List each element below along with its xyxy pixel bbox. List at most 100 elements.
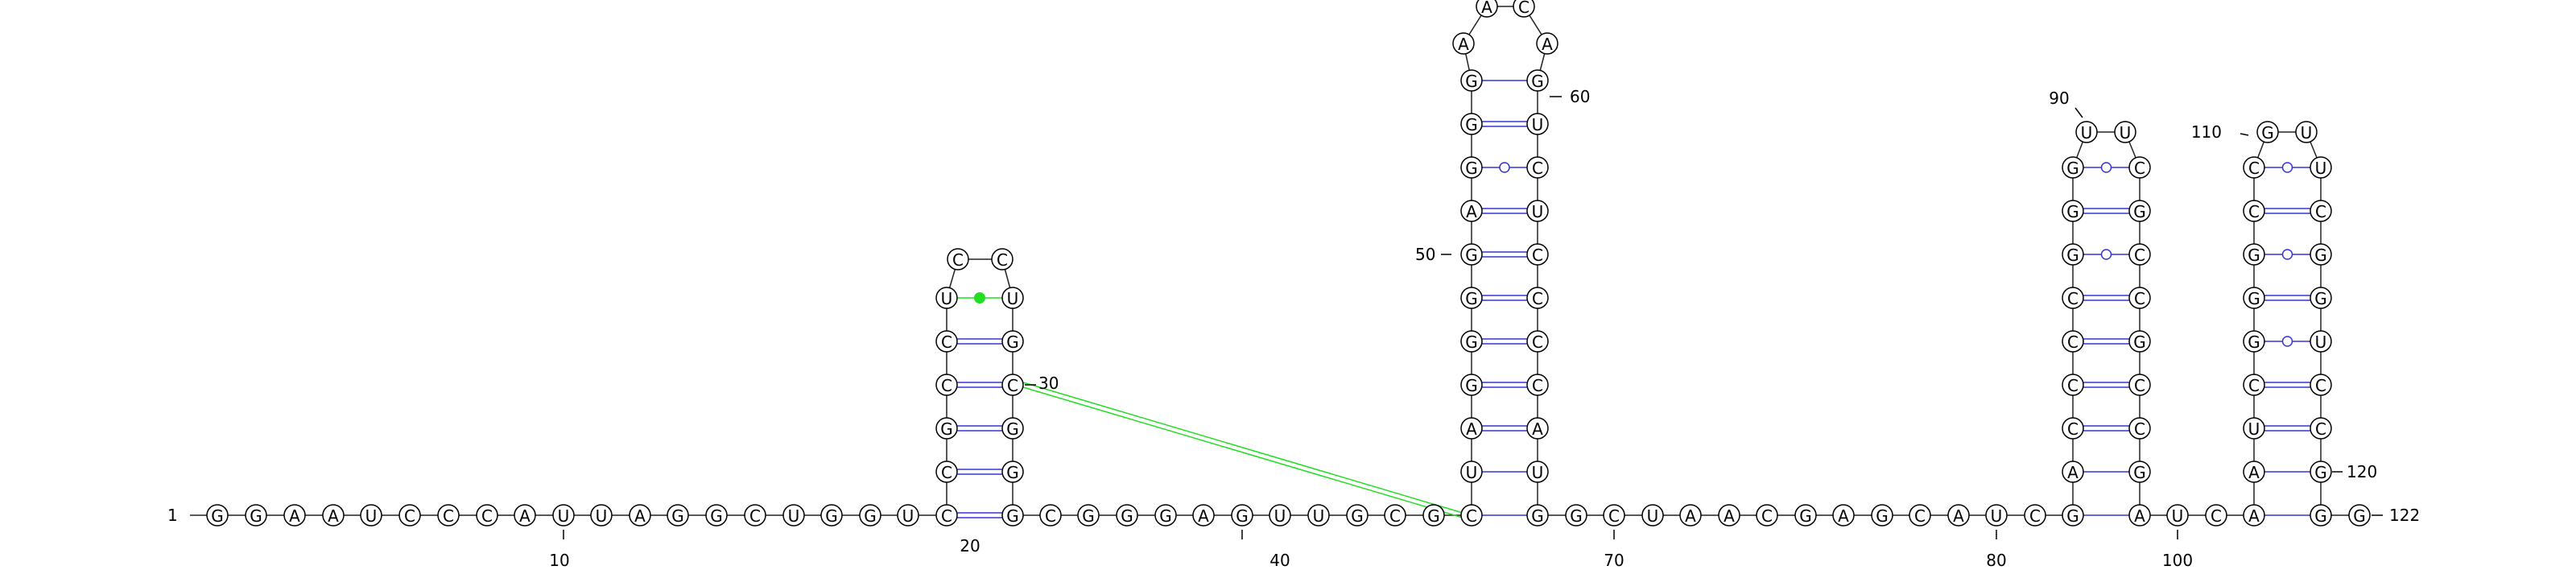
nucleotide: C (2128, 417, 2151, 440)
nucleotide: G (1460, 243, 1483, 266)
nucleotide: U (1307, 504, 1330, 527)
svg-text:C: C (941, 463, 952, 482)
svg-text:G: G (2261, 123, 2274, 142)
svg-text:G: G (1006, 506, 1019, 526)
svg-text:U: U (2315, 332, 2327, 352)
svg-text:A: A (1724, 506, 1735, 526)
nucleotide: G (2310, 287, 2332, 309)
nucleotide: G (1231, 504, 1253, 527)
svg-text:G: G (211, 506, 224, 526)
svg-text:U: U (1647, 506, 1659, 526)
nucleotide: C (2062, 287, 2084, 309)
svg-text:A: A (2248, 506, 2260, 526)
gu-pair-circle (2281, 162, 2293, 173)
svg-text:C: C (1389, 506, 1401, 526)
nucleotide-number-label: 120 (2347, 462, 2377, 481)
nucleotide: A (2128, 504, 2151, 527)
nucleotide-number-label: 70 (1604, 551, 1624, 570)
svg-text:C: C (952, 250, 964, 270)
nucleotide-number-label: 10 (549, 551, 569, 570)
nucleotide: C (2128, 374, 2151, 396)
svg-text:G: G (2314, 289, 2327, 308)
svg-text:U: U (2248, 419, 2260, 439)
nucleotide: U (2166, 504, 2189, 527)
svg-text:C: C (404, 506, 415, 526)
nucleotide: G (1526, 69, 1549, 92)
nucleotide: C (437, 504, 460, 527)
nucleotide: C (2310, 200, 2332, 222)
svg-text:G: G (710, 506, 723, 526)
svg-text:C: C (941, 506, 952, 526)
nucleotide: C (2062, 374, 2084, 396)
nucleotide: C (398, 504, 421, 527)
svg-text:A: A (1542, 35, 1553, 54)
svg-text:G: G (1159, 506, 1172, 526)
svg-text:U: U (596, 506, 608, 526)
nucleotide: A (1679, 504, 1702, 527)
nucleotide: A (1947, 504, 1970, 527)
nucleotide: C (1001, 374, 1024, 396)
gu-pair-circle (2281, 336, 2293, 347)
svg-text:U: U (1991, 506, 2003, 526)
svg-text:A: A (519, 506, 530, 526)
nucleotide-number-label: 1 (167, 506, 178, 525)
nucleotide: G (1460, 113, 1483, 135)
nucleotide: A (629, 504, 651, 527)
svg-text:U: U (2081, 123, 2093, 142)
nucleotide: G (859, 504, 881, 527)
nucleotide: C (991, 248, 1013, 271)
svg-text:G: G (2248, 246, 2260, 265)
gu-pair-circle (1499, 162, 1510, 173)
nucleotide-number-label: 90 (2049, 89, 2069, 108)
nucleotide: G (2062, 504, 2084, 527)
nucleotide: G (1794, 504, 1817, 527)
svg-text:U: U (1466, 463, 1478, 482)
nucleotide: U (2310, 330, 2332, 353)
nucleotide: U (2310, 156, 2332, 179)
svg-text:G: G (1465, 159, 1478, 178)
svg-text:U: U (2301, 123, 2313, 142)
nucleotide: C (935, 330, 958, 353)
svg-text:C: C (481, 506, 493, 526)
svg-text:A: A (2134, 506, 2145, 526)
nucleotide: C (1526, 243, 1549, 266)
nucleotide: G (705, 504, 728, 527)
svg-text:U: U (1532, 463, 1544, 482)
numbering-tick (2240, 133, 2249, 136)
nucleotide: C (2243, 156, 2265, 179)
svg-text:G: G (2353, 506, 2366, 526)
svg-text:A: A (1466, 419, 1477, 439)
nucleotide: C (744, 504, 766, 527)
nucleotide: U (1526, 200, 1549, 222)
nucleotide: G (667, 504, 689, 527)
svg-text:G: G (1465, 376, 1478, 395)
svg-text:U: U (1274, 506, 1286, 526)
nucleotide: A (1460, 417, 1483, 440)
gu-pair-circle (2100, 249, 2112, 260)
nucleotide: G (1460, 156, 1483, 179)
nucleotide: G (820, 504, 843, 527)
svg-text:U: U (2315, 159, 2327, 178)
svg-text:C: C (941, 332, 952, 352)
svg-text:A: A (1685, 506, 1696, 526)
svg-text:G: G (864, 506, 877, 526)
nucleotide: U (1001, 287, 1024, 309)
nucleotide: G (2310, 504, 2332, 527)
svg-text:U: U (1313, 506, 1325, 526)
numbering-tick (2074, 107, 2083, 118)
nucleotide: U (2114, 121, 2136, 143)
nucleotide: C (2243, 200, 2265, 222)
nucleotide: G (2348, 504, 2371, 527)
nucleotide: U (360, 504, 382, 527)
nucleotide: C (2310, 374, 2332, 396)
nucleotide: G (1001, 461, 1024, 483)
nucleotide: G (2128, 461, 2151, 483)
nucleotide: C (2243, 374, 2265, 396)
nucleotide: A (1832, 504, 1855, 527)
nucleotide: C (2128, 156, 2151, 179)
nucleotide: G (2310, 461, 2332, 483)
nucleotide: C (1039, 504, 1062, 527)
svg-text:U: U (941, 289, 953, 308)
nucleotide: U (552, 504, 575, 527)
